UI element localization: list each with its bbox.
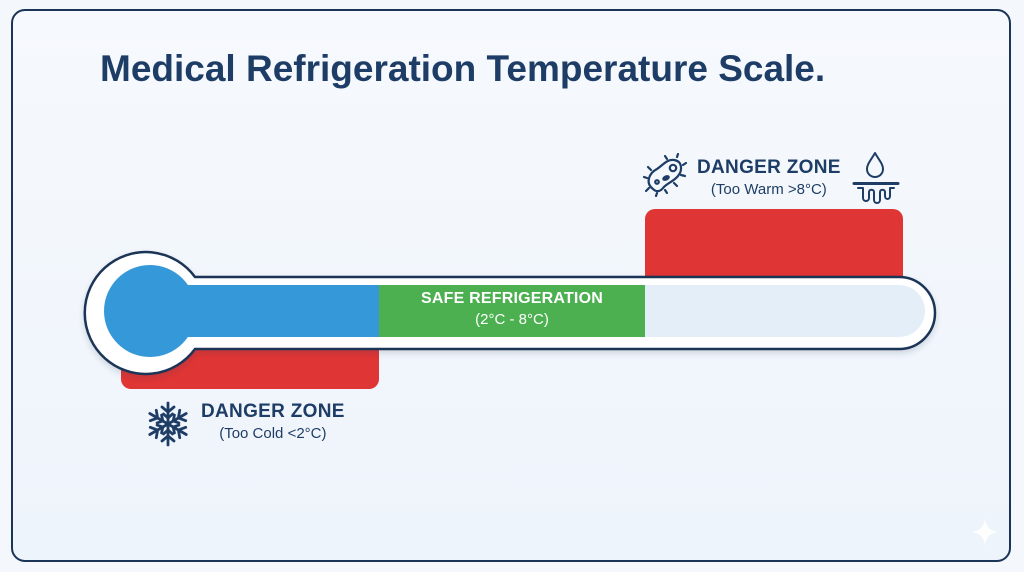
safe-zone-label: SAFE REFRIGERATION (2°C - 8°C) xyxy=(379,286,645,336)
bacteria-icon xyxy=(643,153,688,197)
safe-zone-fill xyxy=(379,285,645,337)
page-title: Medical Refrigeration Temperature Scale. xyxy=(100,48,826,89)
thermometer-bulb xyxy=(104,265,196,357)
safe-zone-title: SAFE REFRIGERATION xyxy=(421,290,603,307)
melting-drip-icon xyxy=(852,152,900,204)
cold-danger-title: DANGER ZONE xyxy=(201,401,345,422)
warm-danger-title: DANGER ZONE xyxy=(697,157,841,178)
warm-danger-subtitle: (Too Warm >8°C) xyxy=(710,181,827,198)
warm-danger-label: DANGER ZONE (Too Warm >8°C) xyxy=(697,157,841,198)
safe-zone-range: (2°C - 8°C) xyxy=(475,311,549,328)
snowflake-icon xyxy=(145,401,191,447)
sparkle-icon xyxy=(971,518,999,546)
cold-danger-subtitle: (Too Cold <2°C) xyxy=(219,425,327,442)
cold-danger-label: DANGER ZONE (Too Cold <2°C) xyxy=(201,401,345,442)
